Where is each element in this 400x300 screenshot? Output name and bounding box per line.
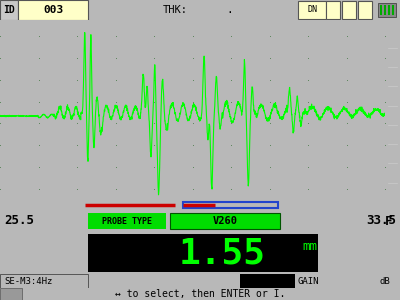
Text: PROBE TYPE: PROBE TYPE (102, 217, 152, 226)
Bar (0, 288, 22, 300)
Text: DN: DN (307, 5, 317, 14)
Text: ID: ID (3, 5, 15, 15)
Text: GAIN: GAIN (298, 277, 320, 286)
Text: .: . (227, 5, 233, 15)
Bar (0, 274, 88, 288)
Bar (170, 213, 280, 229)
Bar (183, 202, 278, 208)
Bar (392, 5, 394, 15)
Bar (380, 5, 382, 15)
Bar (388, 5, 390, 15)
Bar (342, 1, 356, 19)
Text: F: F (384, 215, 392, 228)
Bar (0, 0, 18, 20)
Text: ↔ to select, then ENTER or I.: ↔ to select, then ENTER or I. (115, 289, 285, 299)
Bar (326, 1, 340, 19)
Text: V260: V260 (212, 216, 238, 226)
Bar (88, 213, 166, 229)
Bar (88, 234, 318, 272)
Text: dB: dB (380, 277, 391, 286)
Bar (240, 274, 295, 288)
Bar (298, 1, 326, 19)
Bar (358, 1, 372, 19)
Text: 003: 003 (43, 5, 63, 15)
Bar (384, 5, 386, 15)
Text: 25.5: 25.5 (4, 214, 34, 227)
Bar (378, 3, 396, 17)
Text: THK:: THK: (162, 5, 188, 15)
Text: 33.5: 33.5 (366, 214, 396, 227)
Text: mm: mm (302, 239, 318, 253)
Bar (18, 0, 88, 20)
Text: SE-M3:4Hz: SE-M3:4Hz (4, 277, 52, 286)
Text: 1.55: 1.55 (178, 236, 266, 270)
